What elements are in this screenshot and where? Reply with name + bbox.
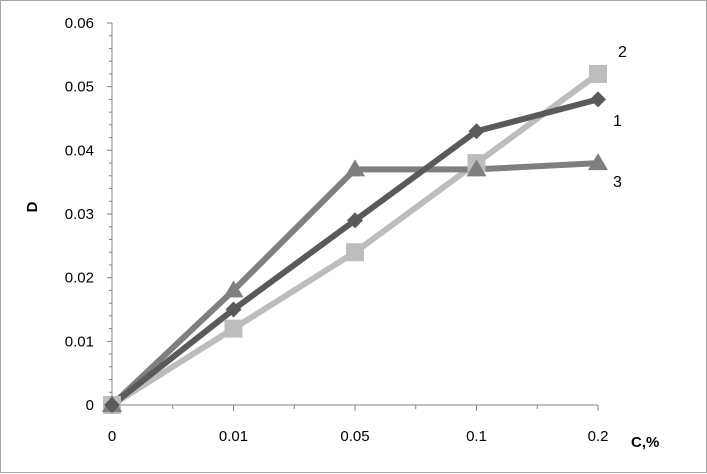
y-tick-label: 0.02 [65, 270, 94, 287]
series-2-line [109, 70, 601, 408]
y-tick-label: 0.05 [65, 79, 94, 96]
series-labels: 1 2 3 [613, 44, 627, 191]
y-tick-label: 0.04 [65, 142, 94, 159]
series-3-point [588, 153, 608, 171]
series-3-line [109, 160, 601, 408]
series-lines [109, 70, 601, 408]
y-tick-label: 0 [86, 397, 94, 414]
x-tick-label: 0.01 [219, 428, 248, 445]
series-markers [102, 64, 608, 414]
series-1-point [225, 301, 242, 318]
x-tick-label: 0.1 [466, 428, 487, 445]
y-tick-label: 0.01 [65, 333, 94, 350]
series-3-point [345, 159, 365, 177]
x-tick-label: 0 [108, 428, 116, 445]
series-1-point [590, 91, 606, 108]
x-axis-title: C,% [631, 434, 659, 451]
series-1-point [468, 123, 485, 140]
axes: 0 0.01 0.02 0.03 0.04 0.05 0.06 0 0.01 0.05 0.1 0.2 [65, 15, 609, 445]
series-2-point [224, 319, 243, 338]
series-1-point [347, 212, 363, 229]
x-tick-label: 0.05 [340, 428, 369, 445]
y-tick-label: 0.06 [65, 15, 94, 32]
series-1-label: 1 [613, 113, 622, 130]
series-1-point [104, 397, 120, 413]
series-3-point [466, 159, 487, 177]
series-2-point [589, 64, 607, 83]
series-3-point [223, 280, 244, 298]
series-2-point [346, 243, 364, 262]
y-axis-title: D [24, 201, 41, 212]
series-3-label: 3 [613, 174, 622, 191]
series-2-label: 2 [618, 44, 627, 61]
x-tick-label: 0.2 [588, 428, 609, 445]
y-tick-label: 0.03 [65, 206, 94, 223]
